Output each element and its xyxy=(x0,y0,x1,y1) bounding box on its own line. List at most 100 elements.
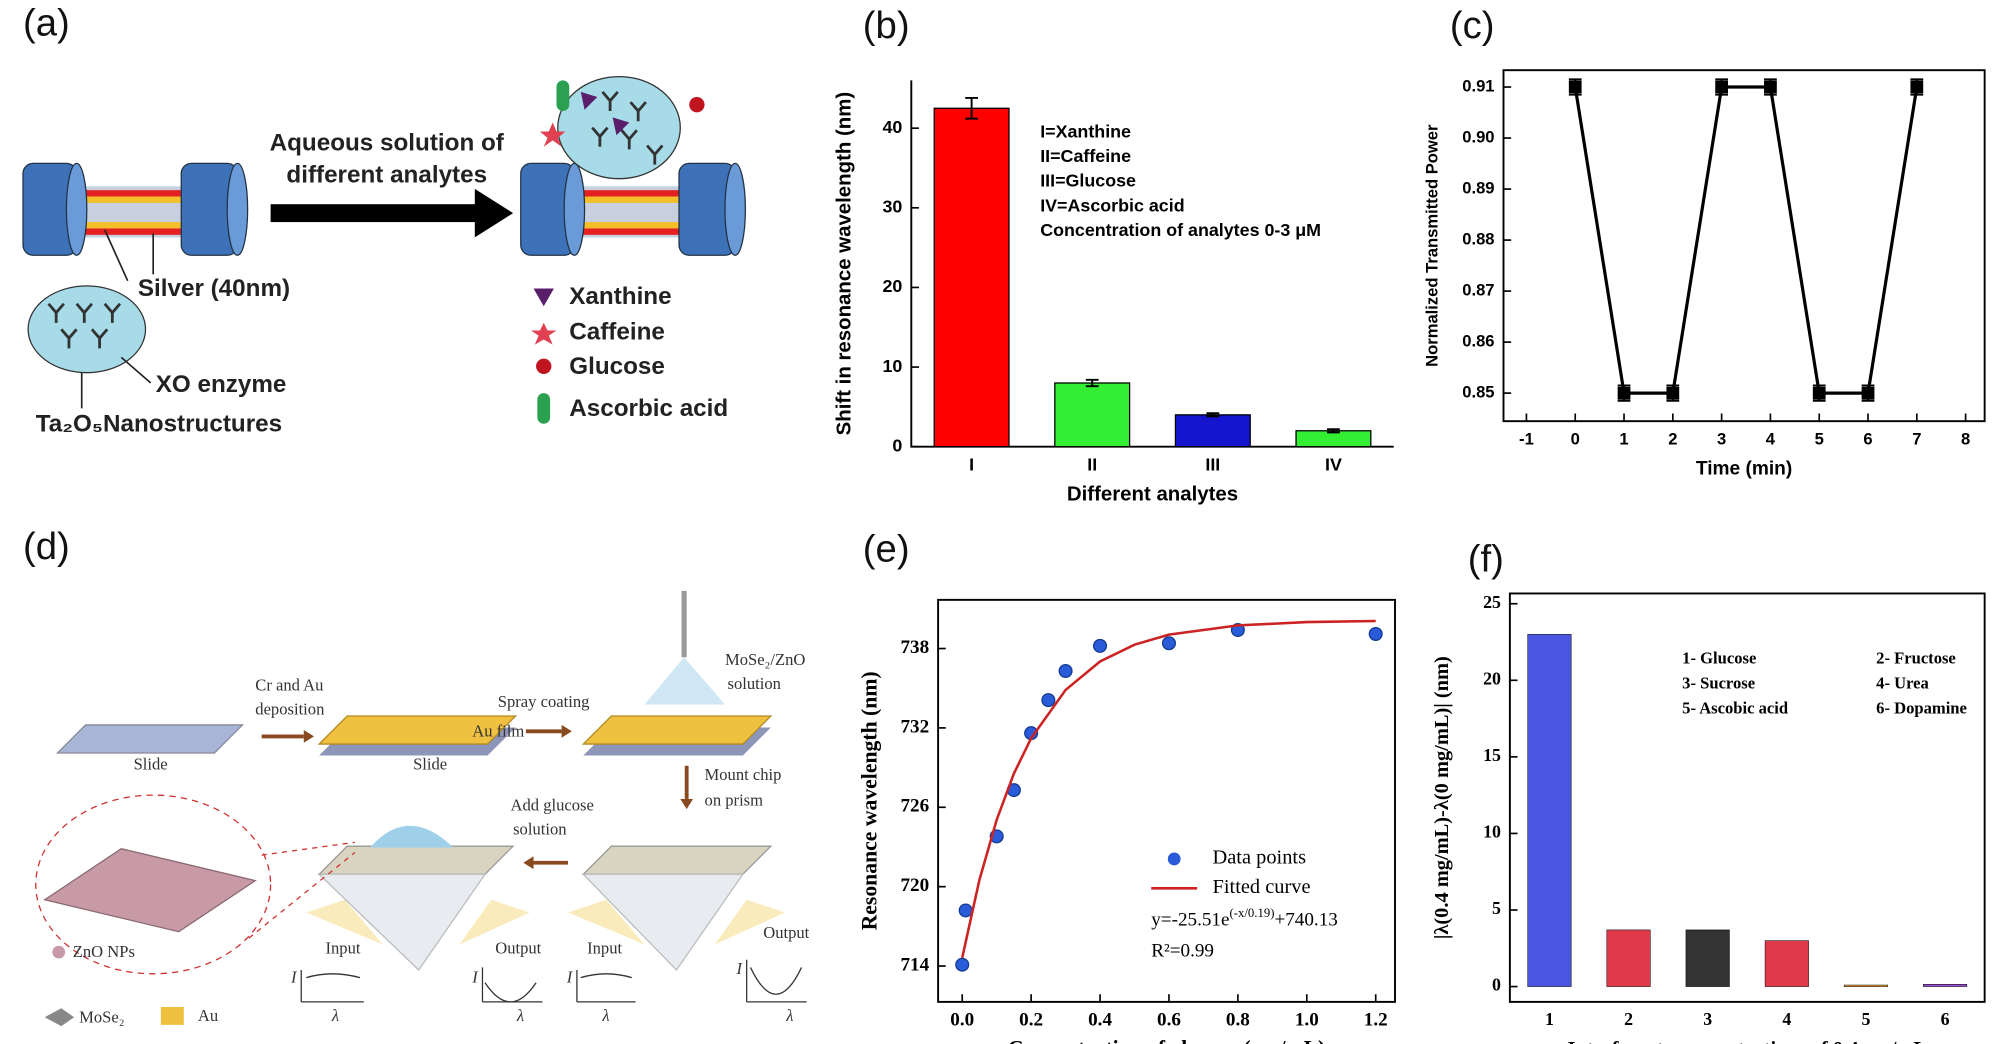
y-tick-label: 20 xyxy=(882,276,902,296)
x-tick-label: 4 xyxy=(1766,430,1776,449)
annotation: II=Caffeine xyxy=(1040,146,1131,166)
cap xyxy=(724,162,747,256)
zoom-circle xyxy=(35,794,272,975)
panel-label: (a) xyxy=(23,2,70,45)
ascorbic-icon xyxy=(556,80,570,112)
annotation: III=Glucose xyxy=(1040,171,1136,191)
zoom-line xyxy=(248,841,356,939)
equation-part: +740.13 xyxy=(1274,910,1337,931)
panel-label: (f) xyxy=(1468,538,1504,581)
chip xyxy=(317,845,515,875)
xanthine-icon xyxy=(580,91,598,110)
arrow-label: Aqueous solution of xyxy=(270,130,505,157)
y-tick-label: 732 xyxy=(900,716,929,737)
x-tick-label: III xyxy=(1205,455,1220,475)
point xyxy=(1058,664,1073,679)
equation-part: y=-25.51e xyxy=(1151,910,1229,931)
silver-layer xyxy=(574,222,680,229)
y-tick-label: 10 xyxy=(1483,822,1501,842)
y-tick-label: 0.86 xyxy=(1462,331,1494,350)
x-tick-label: 1.0 xyxy=(1295,1009,1319,1030)
bar xyxy=(1054,382,1131,448)
legend-label: Caffeine xyxy=(569,319,665,346)
point xyxy=(1568,80,1582,94)
label: Output xyxy=(495,938,541,957)
arrow xyxy=(270,204,478,223)
annotation: 5- Ascobic acid xyxy=(1682,698,1789,717)
caffeine-icon xyxy=(539,122,566,147)
x-tick-label: 5 xyxy=(1815,430,1824,449)
bar xyxy=(1174,414,1251,448)
x-tick-label: 8 xyxy=(1961,430,1970,449)
y-tick-label: 15 xyxy=(1483,745,1501,765)
x-tick-label: 0.2 xyxy=(1019,1009,1043,1030)
legend-label: Ascorbic acid xyxy=(569,395,728,422)
bubble xyxy=(27,285,147,374)
arrow xyxy=(561,724,572,738)
xanthine-icon xyxy=(612,117,630,136)
x-tick-label: 6 xyxy=(1863,430,1872,449)
annotation: 1- Glucose xyxy=(1682,649,1756,668)
y-tick-label: 0.87 xyxy=(1462,280,1494,299)
label: I xyxy=(290,968,298,987)
annotation: 3- Sucrose xyxy=(1682,674,1755,693)
equation-part: (-x/0.19) xyxy=(1229,906,1274,920)
x-tick-label: 6 xyxy=(1941,1009,1950,1029)
error-bar xyxy=(965,96,978,120)
label: deposition xyxy=(255,700,325,719)
label: Silver (40nm) xyxy=(138,275,290,302)
legend-marker xyxy=(1167,852,1181,866)
cap xyxy=(563,162,586,256)
bar xyxy=(1764,940,1809,987)
x-tick-label: IV xyxy=(1325,455,1342,475)
error-bar xyxy=(1327,428,1340,434)
annotation: Concentration of analytes 0-3 μM xyxy=(1040,220,1321,240)
panel-label: (d) xyxy=(23,525,70,568)
chip xyxy=(581,845,773,875)
y-tick-label: 738 xyxy=(900,637,929,658)
label: Mount chip xyxy=(705,765,782,784)
silver-layer xyxy=(76,190,182,197)
x-tick-label: 0.6 xyxy=(1157,1009,1181,1030)
au-film xyxy=(317,715,518,745)
bar xyxy=(1685,929,1730,987)
x-tick-label: 2 xyxy=(1624,1009,1633,1029)
x-tick-label: 7 xyxy=(1912,430,1921,449)
light xyxy=(459,899,530,945)
panel-label: (c) xyxy=(1450,4,1495,47)
panel-label: (e) xyxy=(863,527,910,570)
label: XO enzyme xyxy=(156,371,287,398)
y-tick-label: 0 xyxy=(892,435,902,455)
y-tick-label: 20 xyxy=(1483,668,1501,688)
chart: 0 10 20 30 40 Different analytes Shift in reso… xyxy=(833,80,1394,506)
x-tick-label: 4 xyxy=(1782,1009,1791,1029)
light xyxy=(714,899,785,945)
point xyxy=(1666,386,1680,400)
label: Output xyxy=(763,923,809,942)
point xyxy=(1368,626,1383,642)
point xyxy=(1764,80,1777,94)
label: I xyxy=(566,968,574,987)
annotation: I=Xanthine xyxy=(1040,121,1131,141)
x-tick-label: 3 xyxy=(1703,1009,1712,1029)
label: Input xyxy=(325,938,360,957)
x-tick-label: -1 xyxy=(1519,430,1534,449)
bar xyxy=(1923,984,1968,987)
y-tick-label: 30 xyxy=(882,197,902,217)
point xyxy=(1861,386,1875,400)
point xyxy=(958,903,973,918)
light xyxy=(567,899,645,945)
plot-frame xyxy=(937,598,1396,1003)
droplet xyxy=(370,825,454,848)
line xyxy=(1573,85,1919,395)
light xyxy=(306,899,383,945)
bar xyxy=(1527,634,1572,987)
label: I xyxy=(735,959,743,978)
y-tick-label: 10 xyxy=(882,356,902,376)
x-tick-label: 5 xyxy=(1861,1009,1870,1029)
error-bar xyxy=(1085,378,1099,388)
legend-label: Xanthine xyxy=(569,283,671,310)
label: Input xyxy=(587,938,622,957)
y-tick-label: 40 xyxy=(882,117,902,137)
point xyxy=(1617,386,1631,400)
